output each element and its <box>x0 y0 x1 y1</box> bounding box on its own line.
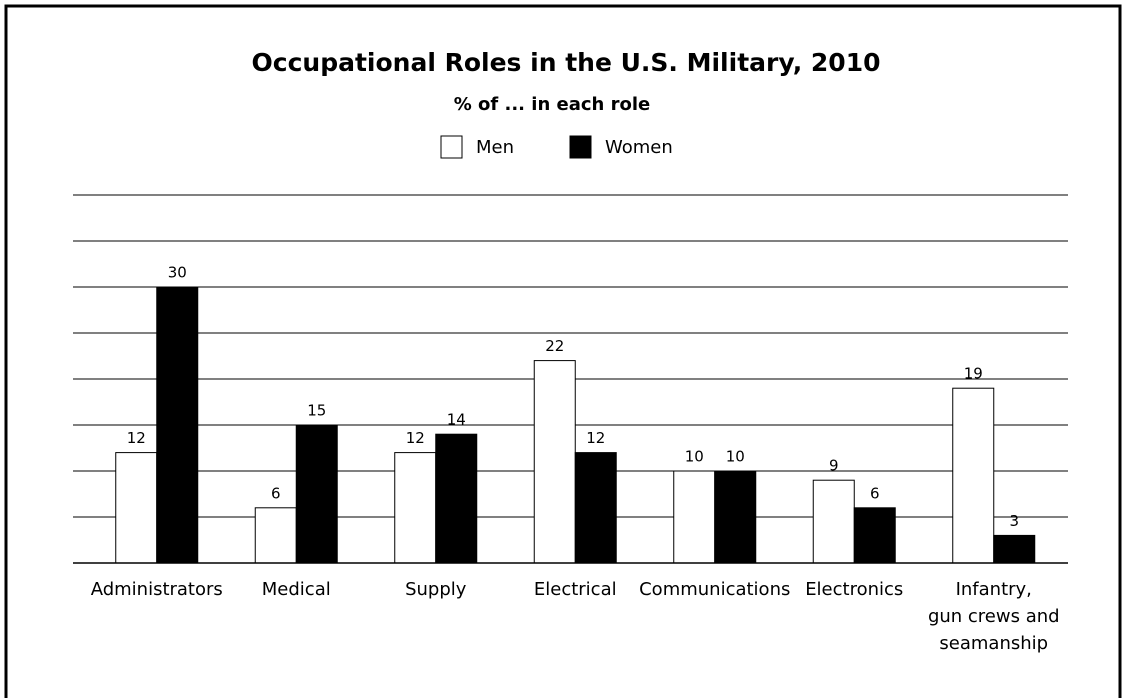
bar <box>115 452 158 564</box>
chart-subtitle: % of ... in each role <box>454 94 651 115</box>
bar <box>812 479 855 564</box>
data-label: 12 <box>586 429 605 447</box>
x-tick-label: Electronics <box>805 579 904 600</box>
data-label: 12 <box>127 429 146 447</box>
bar <box>533 360 576 564</box>
bar <box>394 452 437 564</box>
legend-label: Women <box>605 137 673 158</box>
data-label: 6 <box>870 484 880 502</box>
bar <box>993 534 1036 564</box>
data-label: 10 <box>685 448 704 466</box>
frame <box>4 4 1122 698</box>
x-tick-label: Supply <box>405 579 467 600</box>
data-label: 30 <box>168 264 187 282</box>
bar <box>574 452 617 564</box>
legend-label: Men <box>476 137 514 158</box>
bar <box>156 286 199 564</box>
data-label: 19 <box>964 365 983 383</box>
bar <box>714 470 757 564</box>
data-label: 22 <box>545 337 564 355</box>
data-label: 12 <box>406 429 425 447</box>
data-label: 9 <box>829 457 839 475</box>
data-label: 6 <box>271 484 281 502</box>
x-tick-label: Communications <box>639 579 791 600</box>
x-tick-label: Electrical <box>533 579 617 600</box>
data-label: 3 <box>1009 512 1019 530</box>
data-label: 14 <box>447 411 466 429</box>
bar <box>435 433 478 564</box>
bar <box>295 424 338 564</box>
x-tick-label: Medical <box>261 579 331 600</box>
x-tick-label: Infantry, gun crews and seamanship <box>927 579 1060 654</box>
legend-swatch <box>440 135 463 159</box>
bar <box>853 507 896 564</box>
data-label: 10 <box>726 448 745 466</box>
data-label: 15 <box>307 402 326 420</box>
bar <box>952 387 995 564</box>
bar <box>254 507 297 564</box>
chart-title: Occupational Roles in the U.S. Military,… <box>252 48 881 77</box>
bar <box>673 470 716 564</box>
x-tick-label: Administrators <box>90 579 223 600</box>
legend-swatch <box>569 135 592 159</box>
